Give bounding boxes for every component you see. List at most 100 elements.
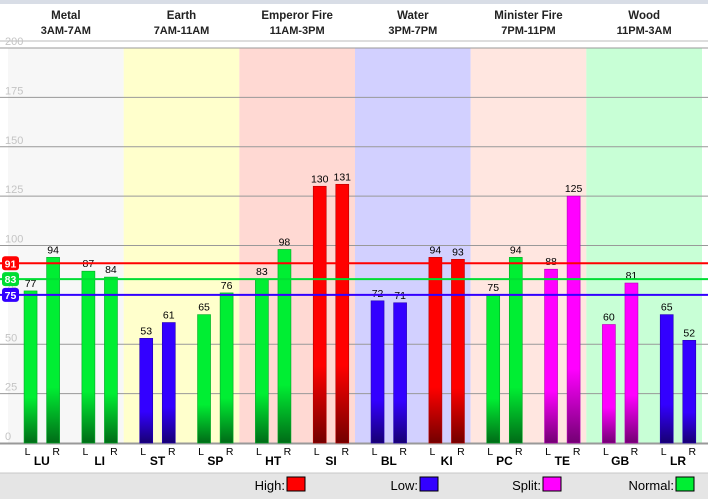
- reference-marker: [2, 256, 19, 271]
- data-label: 77: [25, 278, 37, 290]
- element-name: Metal: [51, 10, 80, 22]
- bar-gb-r: [624, 282, 639, 444]
- meridian-label: LR: [670, 454, 686, 468]
- data-label: 88: [545, 256, 557, 268]
- side-label: R: [52, 446, 60, 458]
- meridian-label: ST: [150, 454, 166, 468]
- y-tick-label: 200: [5, 36, 23, 48]
- bar-gb-l: [602, 324, 616, 444]
- legend: High: Low: Split: Normal:: [0, 472, 708, 499]
- reference-lines: 91 83 75: [0, 256, 708, 302]
- element-time: 11AM-3PM: [270, 25, 325, 37]
- data-label: 60: [603, 312, 615, 324]
- data-label: 98: [279, 236, 291, 248]
- element-name: Water: [397, 10, 429, 22]
- meridian-label: TE: [555, 454, 570, 468]
- data-label: 94: [430, 244, 442, 256]
- bar-lu-l: [23, 290, 38, 444]
- bar-st-l: [139, 338, 154, 444]
- data-label: 75: [487, 282, 499, 294]
- side-label: R: [688, 446, 696, 458]
- side-label: R: [284, 446, 292, 458]
- legend-label: Split:: [512, 478, 541, 493]
- y-tick-label: 25: [5, 382, 17, 394]
- data-label: 130: [311, 173, 329, 185]
- meridian-label: BL: [381, 454, 397, 468]
- y-tick-label: 175: [5, 85, 23, 97]
- data-label: 52: [683, 327, 695, 339]
- data-label: 84: [105, 264, 117, 276]
- side-label: L: [603, 446, 609, 458]
- side-label: L: [545, 446, 551, 458]
- element-name: Emperor Fire: [261, 10, 333, 22]
- data-label: 93: [452, 246, 464, 258]
- data-label: 125: [565, 183, 583, 195]
- element-time: 7AM-11AM: [154, 25, 210, 37]
- side-label: L: [198, 446, 204, 458]
- bar-te-r: [566, 195, 581, 444]
- side-label: R: [457, 446, 465, 458]
- reference-marker: [2, 272, 19, 287]
- element-name: Minister Fire: [494, 10, 562, 22]
- bar-ki-r: [451, 259, 465, 444]
- side-label: R: [573, 446, 581, 458]
- legend-label: Normal:: [628, 478, 674, 493]
- data-label: 76: [221, 280, 233, 292]
- data-label: 61: [163, 310, 175, 322]
- bar-bl-l: [370, 300, 385, 444]
- element-name: Earth: [167, 10, 196, 22]
- side-label: R: [631, 446, 639, 458]
- bar-li-r: [104, 276, 118, 444]
- reference-value: 83: [5, 274, 17, 286]
- bars: 7794878453616576839813013172719493759488…: [23, 171, 697, 444]
- legend-label: Low:: [391, 478, 418, 493]
- side-label: R: [226, 446, 234, 458]
- element-time: 3PM-7PM: [388, 25, 437, 37]
- bar-ht-l: [255, 278, 269, 444]
- element-header: Metal 3AM-7AM Earth 7AM-11AM Emperor Fire 11A…: [0, 0, 708, 42]
- bar-li-l: [81, 270, 96, 444]
- reference-value: 75: [5, 290, 17, 302]
- y-tick-label: 125: [5, 184, 23, 196]
- bar-ht-r: [277, 249, 292, 444]
- data-label: 53: [140, 325, 152, 337]
- data-label: 65: [198, 302, 210, 314]
- reference-value: 91: [5, 258, 17, 270]
- bar-lr-l: [659, 314, 674, 444]
- side-label: L: [256, 446, 262, 458]
- side-label: L: [661, 446, 667, 458]
- side-label: R: [515, 446, 523, 458]
- data-label: 72: [372, 288, 384, 300]
- element-time: 7PM-11PM: [501, 25, 555, 37]
- side-label: L: [429, 446, 435, 458]
- meridian-label: SP: [207, 454, 223, 468]
- legend-swatch-split: [542, 476, 562, 492]
- bar-lu-r: [46, 257, 60, 444]
- side-label: R: [168, 446, 176, 458]
- bar-sp-l: [197, 314, 211, 444]
- data-label: 65: [661, 302, 673, 314]
- bar-sp-r: [219, 292, 234, 444]
- legend-swatch-high: [286, 476, 306, 492]
- side-label: L: [372, 446, 378, 458]
- legend-bar: [0, 473, 708, 499]
- bar-lr-r: [682, 339, 697, 444]
- y-tick-label: 150: [5, 135, 23, 147]
- meridian-label: GB: [611, 454, 629, 468]
- side-label: L: [314, 446, 320, 458]
- side-label: R: [399, 446, 407, 458]
- y-tick-label: 100: [5, 234, 23, 246]
- meridian-label: PC: [496, 454, 513, 468]
- bar-bl-r: [393, 302, 407, 444]
- meridian-label: KI: [441, 454, 453, 468]
- data-label: 131: [334, 171, 352, 183]
- side-label: L: [140, 446, 146, 458]
- bar-pc-l: [486, 294, 501, 444]
- meridian-label: LI: [94, 454, 105, 468]
- element-time: 3AM-7AM: [41, 25, 91, 37]
- bar-ki-l: [428, 257, 443, 444]
- bar-si-r: [335, 183, 350, 444]
- data-label: 94: [47, 244, 59, 256]
